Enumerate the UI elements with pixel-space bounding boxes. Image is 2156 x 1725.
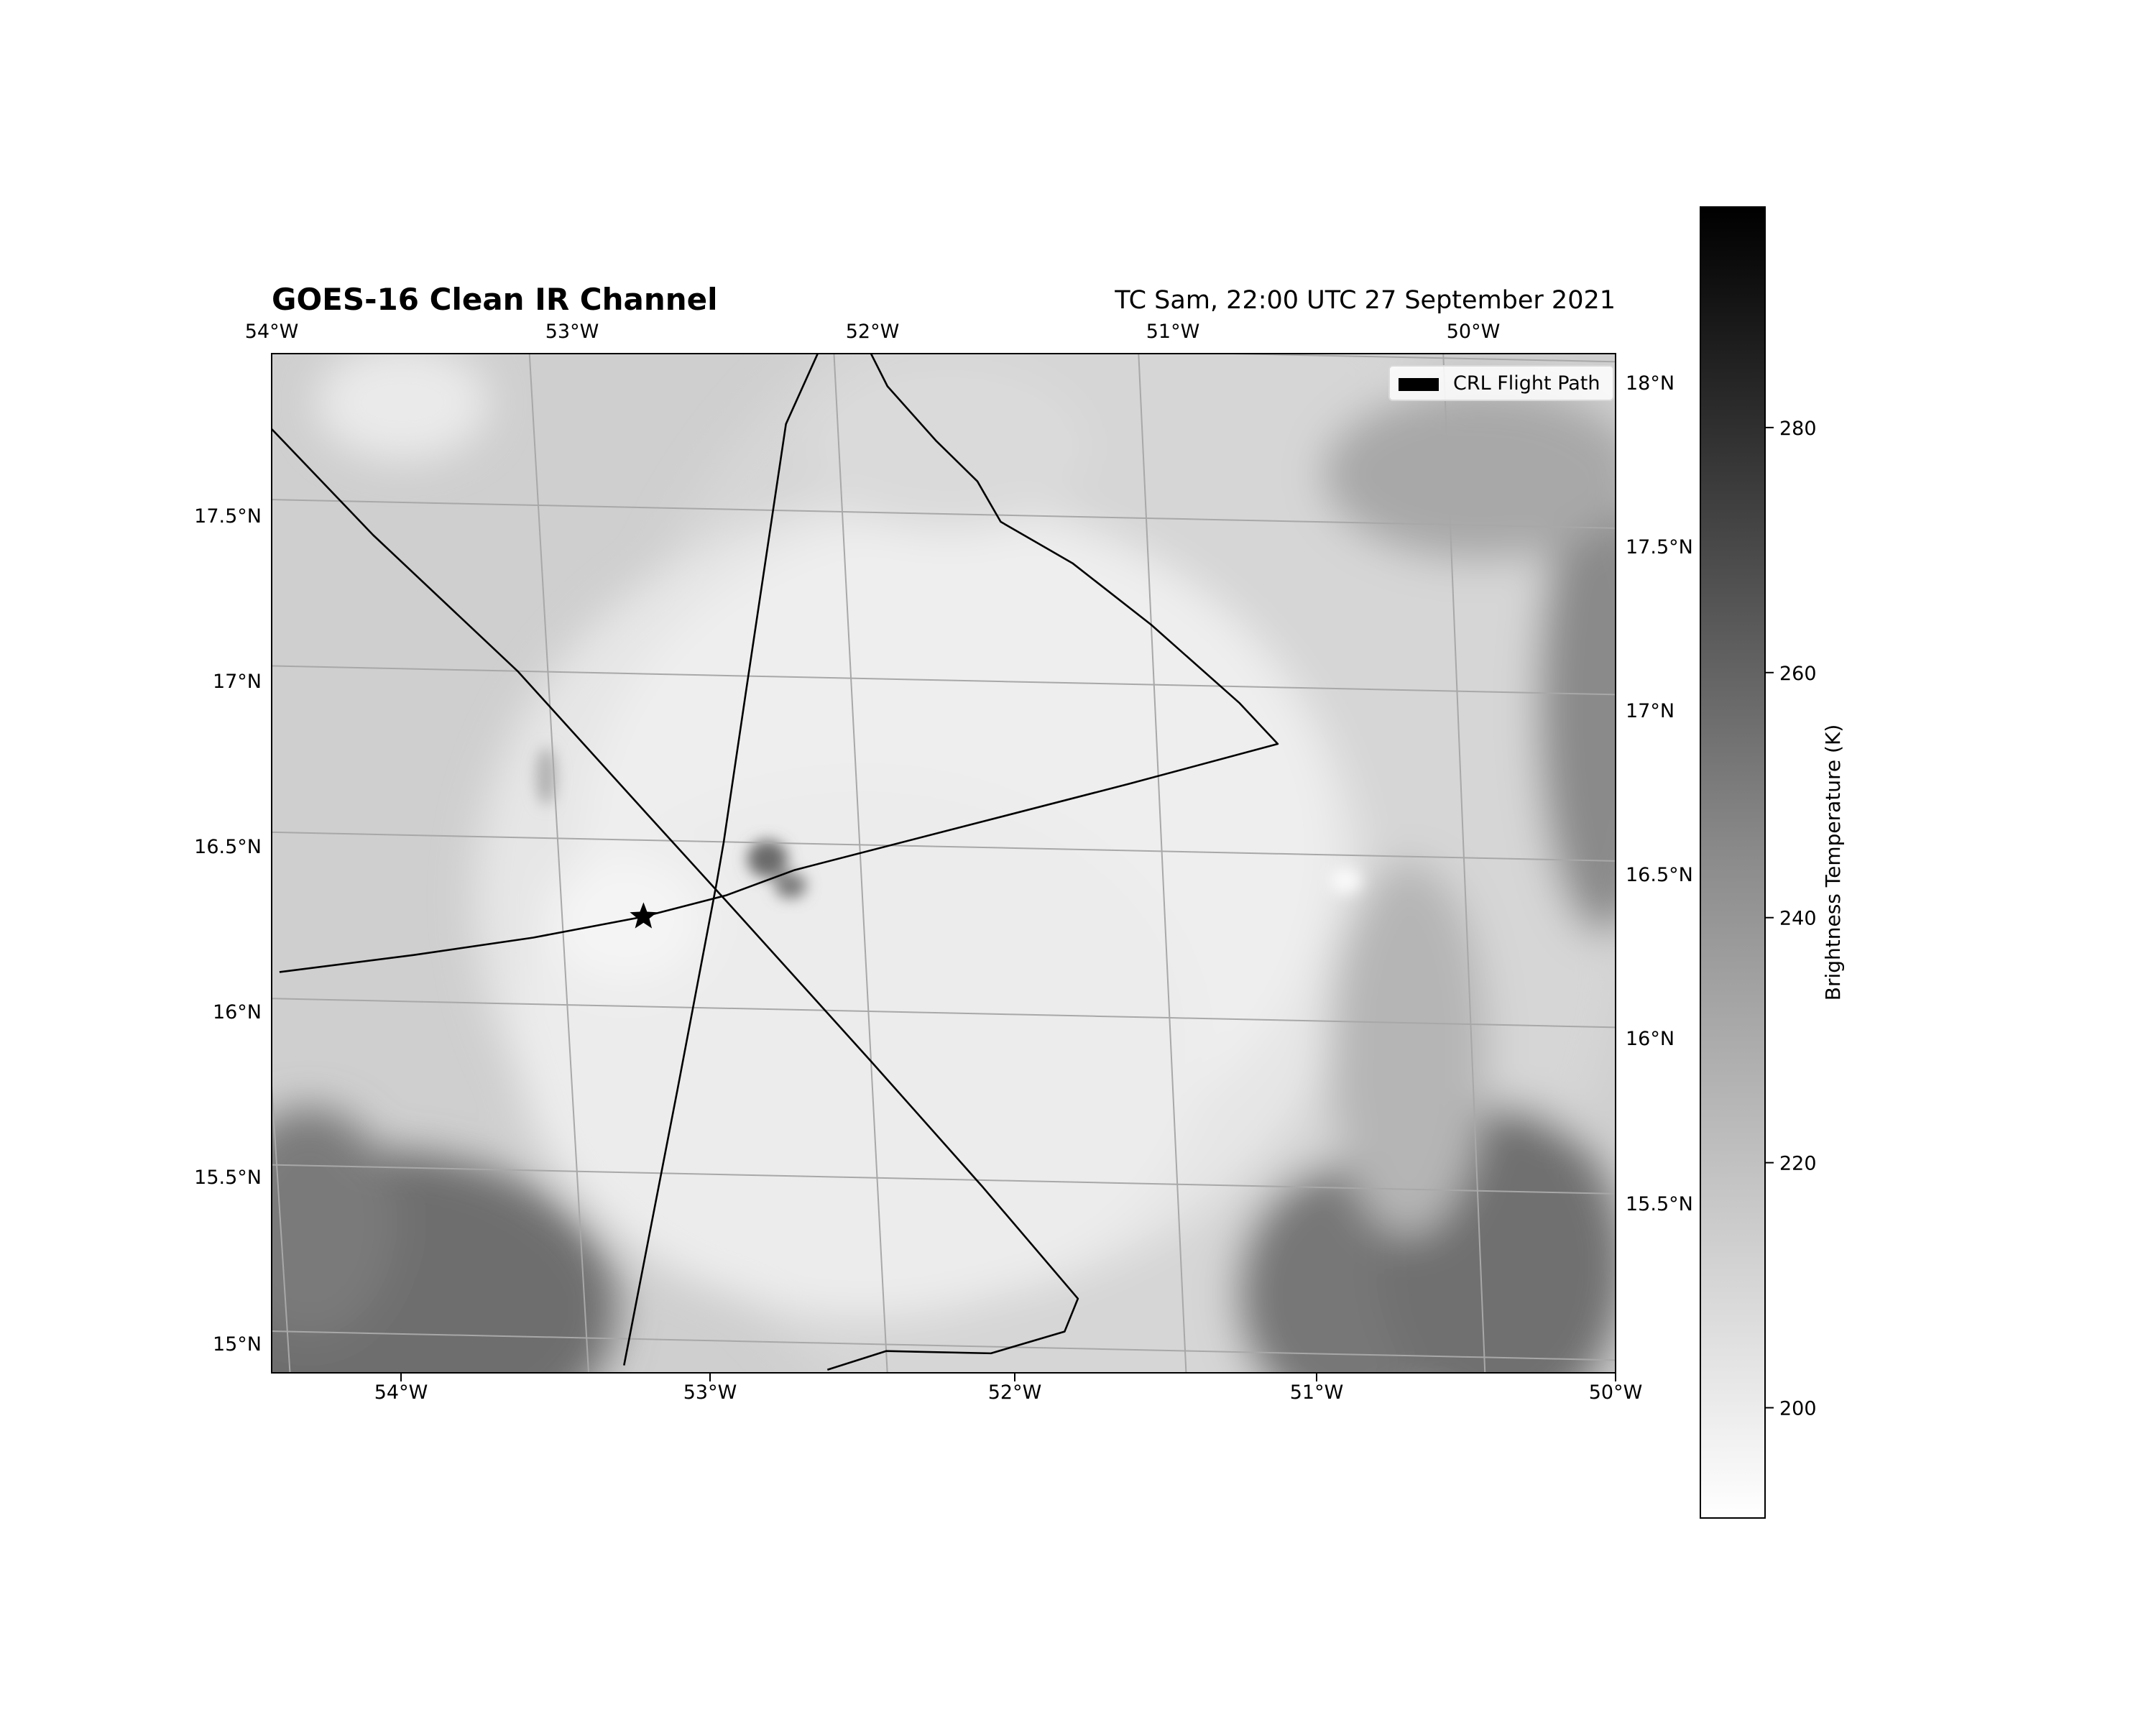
parallel-line — [272, 665, 1616, 696]
top-lon-label: 53°W — [545, 321, 599, 343]
bottom-longitude-labels: 54°W 53°W 52°W 51°W 50°W — [374, 1373, 1643, 1404]
parallel-line — [272, 831, 1616, 862]
colorbar-tick-label: 240 — [1779, 908, 1817, 930]
legend-label: CRL Flight Path — [1453, 372, 1600, 395]
colorbar-tick-label: 220 — [1779, 1153, 1817, 1175]
colorbar-tick-label: 260 — [1779, 663, 1817, 685]
colorbar-label: Brightness Temperature (K) — [1821, 724, 1845, 1001]
bottom-lon-label: 50°W — [1589, 1381, 1643, 1404]
bottom-lon-label: 54°W — [374, 1381, 428, 1404]
bottom-lon-label: 52°W — [988, 1381, 1042, 1404]
right-lat-label: 16°N — [1626, 1028, 1674, 1050]
top-lon-label: 50°W — [1447, 321, 1501, 343]
parallel-line — [272, 998, 1616, 1029]
bottom-lon-label: 51°W — [1290, 1381, 1344, 1404]
right-latitude-labels: 18°N 17.5°N 17°N 16.5°N 16°N 15.5°N — [1626, 372, 1693, 1215]
top-longitude-labels: 54°W 53°W 52°W 51°W 50°W — [245, 321, 1501, 343]
colorbar-tick-label: 200 — [1779, 1398, 1817, 1420]
flight-path-segment — [623, 354, 819, 1366]
page-subtitle: TC Sam, 22:00 UTC 27 September 2021 — [1115, 286, 1616, 315]
legend-swatch — [1399, 378, 1439, 391]
parallel-line — [1197, 354, 1616, 363]
right-lat-label: 17.5°N — [1626, 536, 1693, 558]
right-lat-label: 15.5°N — [1626, 1193, 1693, 1215]
meridian-line — [272, 1074, 291, 1373]
colorbar — [1700, 206, 1766, 1519]
right-lat-label: 16.5°N — [1626, 864, 1693, 886]
page-title: GOES-16 Clean IR Channel — [272, 282, 718, 317]
left-lat-label: 16°N — [213, 1001, 262, 1024]
marker-layer — [630, 902, 658, 929]
graticule — [272, 354, 1616, 1373]
left-lat-label: 15°N — [213, 1333, 262, 1356]
parallel-line — [272, 1330, 1616, 1361]
top-lon-label: 54°W — [245, 321, 299, 343]
ir-imagery — [272, 354, 1616, 1373]
left-latitude-labels: 17.5°N 17°N 16.5°N 16°N 15.5°N 15°N — [194, 505, 262, 1356]
left-lat-label: 15.5°N — [194, 1167, 262, 1189]
colorbar-ticks: 200 220 240 260 280 — [1765, 418, 1817, 1420]
left-lat-label: 17.5°N — [194, 505, 262, 528]
left-lat-label: 17°N — [213, 671, 262, 693]
star-marker-icon — [630, 902, 658, 929]
bottom-lon-label: 53°W — [683, 1381, 737, 1404]
colorbar-tick-label: 280 — [1779, 418, 1817, 440]
right-lat-label: 17°N — [1626, 700, 1674, 722]
right-lat-label: 18°N — [1626, 372, 1674, 395]
top-lon-label: 51°W — [1146, 321, 1200, 343]
flight-path-segment — [279, 354, 1279, 973]
parallel-line — [272, 1164, 1616, 1195]
flight-path — [272, 354, 1279, 1371]
parallel-line — [272, 499, 1616, 529]
legend: CRL Flight Path — [1388, 365, 1614, 401]
map-frame — [271, 353, 1616, 1374]
flight-path-segment — [272, 428, 1079, 1371]
left-lat-label: 16.5°N — [194, 836, 262, 858]
top-lon-label: 52°W — [846, 321, 900, 343]
